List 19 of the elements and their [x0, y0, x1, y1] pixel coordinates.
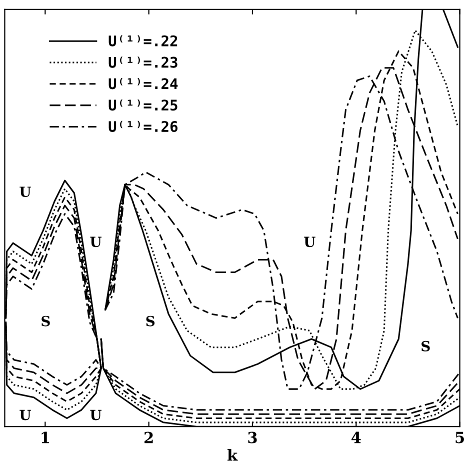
- x-tick-label: 1: [42, 432, 49, 444]
- legend-label: U⁽¹⁾=.23: [108, 56, 178, 68]
- annotation: S: [422, 340, 430, 352]
- annotation: U: [20, 410, 31, 420]
- x-axis-title: k: [227, 449, 238, 461]
- x-tick-label: 5: [456, 432, 464, 444]
- legend-label: U⁽¹⁾=.22: [108, 35, 178, 46]
- legend-label: U⁽¹⁾=.24: [108, 78, 178, 90]
- legend-label: U⁽¹⁾=.26: [108, 120, 178, 132]
- annotation: U: [90, 410, 102, 420]
- annotation: S: [42, 316, 50, 326]
- annotation: S: [146, 316, 155, 326]
- annotation: U: [90, 236, 102, 248]
- x-tick-label: 4: [351, 432, 361, 444]
- annotation: U: [20, 186, 31, 198]
- annotation: U: [304, 236, 316, 248]
- legend-label: U⁽¹⁾=.25: [108, 99, 178, 111]
- x-tick-label: 3: [248, 432, 257, 444]
- x-tick-label: 2: [144, 432, 153, 444]
